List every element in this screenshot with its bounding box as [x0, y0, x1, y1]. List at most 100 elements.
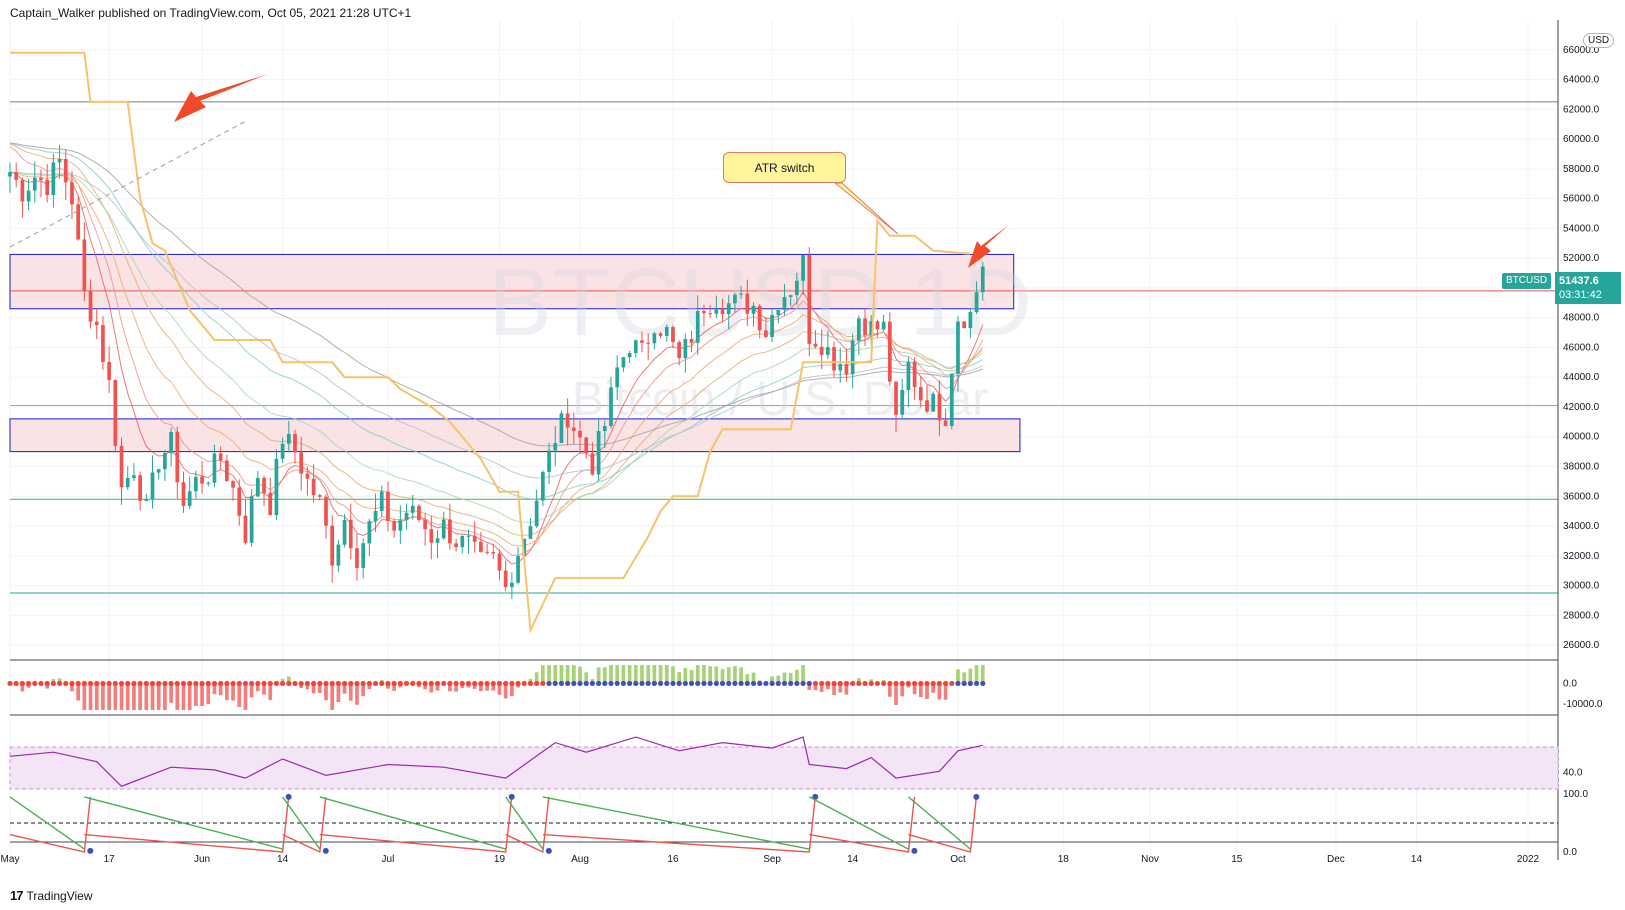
momentum-dot: [831, 680, 837, 687]
momentum-dot: [168, 680, 174, 687]
candle-body: [974, 292, 979, 313]
momentum-bar: [311, 683, 316, 694]
momentum-dot: [32, 680, 38, 687]
momentum-dot: [967, 680, 973, 687]
momentum-dot: [422, 680, 428, 687]
candle-body: [429, 529, 434, 543]
momentum-dot: [372, 680, 379, 687]
momentum-dot: [843, 680, 850, 687]
momentum-bar: [671, 666, 675, 684]
candle-body: [206, 482, 211, 484]
momentum-dot: [930, 680, 936, 687]
candle-body: [565, 413, 570, 428]
momentum-bar: [317, 683, 322, 693]
momentum-dot: [973, 680, 980, 687]
candle-body: [559, 413, 564, 443]
momentum-dot: [81, 680, 87, 687]
momentum-bar: [912, 683, 917, 695]
pane-tick-label: 0.0: [1563, 847, 1577, 858]
candle-body: [627, 353, 632, 358]
candle-body: [460, 536, 465, 548]
momentum-dot: [7, 680, 13, 687]
candle-body: [801, 254, 805, 281]
momentum-dot: [868, 680, 874, 687]
momentum-bar: [70, 683, 74, 692]
momentum-dot: [695, 680, 701, 687]
momentum-dot: [496, 680, 503, 687]
momentum-dot: [354, 680, 360, 687]
momentum-bar: [695, 665, 700, 684]
candle-body: [231, 481, 235, 488]
candle-body: [782, 296, 787, 311]
momentum-bar: [94, 683, 99, 710]
candle-body: [813, 343, 818, 347]
momentum-bar: [726, 667, 731, 684]
momentum-bar: [429, 683, 434, 693]
price-tick-label: 66000.0: [1563, 45, 1600, 56]
price-tick-label: 46000.0: [1563, 342, 1600, 353]
momentum-bar: [962, 672, 967, 684]
momentum-bar: [776, 675, 781, 684]
momentum-dot: [769, 680, 775, 687]
currency-button[interactable]: USD: [1583, 33, 1615, 48]
momentum-bar: [175, 683, 180, 710]
momentum-dot: [323, 680, 329, 687]
stoch-line: [908, 796, 978, 853]
candle-body: [658, 333, 663, 336]
momentum-dot: [534, 680, 540, 687]
ribbon-line: [9, 143, 984, 536]
footer-brand[interactable]: 17 TradingView: [10, 888, 93, 903]
candle-body: [937, 393, 942, 421]
momentum-bar: [206, 683, 211, 704]
momentum-dot: [286, 680, 292, 687]
candle-body: [336, 544, 341, 566]
candle-body: [26, 190, 31, 202]
momentum-dot: [583, 680, 589, 687]
candle-body: [528, 526, 533, 539]
momentum-dot: [131, 680, 137, 687]
momentum-bar: [76, 683, 81, 701]
momentum-bar: [20, 683, 25, 692]
candle-body: [466, 535, 471, 537]
price-tick-label: 48000.0: [1563, 313, 1600, 324]
candle-body: [522, 538, 527, 557]
ribbon-line: [9, 171, 984, 565]
time-tick-label: Aug: [571, 854, 589, 865]
momentum-bar: [286, 676, 291, 684]
momentum-dot: [806, 680, 812, 687]
momentum-dot: [292, 680, 298, 687]
candle-body: [881, 321, 886, 330]
momentum-dot: [156, 680, 162, 687]
momentum-dot: [918, 680, 924, 687]
stoch-line: [809, 796, 916, 853]
momentum-bar: [770, 676, 774, 684]
price-tick-label: 30000.0: [1563, 581, 1600, 592]
momentum-dot: [732, 680, 738, 687]
momentum-bar: [931, 683, 936, 693]
candle-body: [856, 318, 861, 341]
candle-body: [503, 570, 508, 588]
candle-body: [386, 491, 390, 522]
momentum-dot: [391, 680, 397, 687]
candle-body: [683, 339, 688, 359]
last-price-tag: 51437.6 03:31:42: [1555, 272, 1621, 304]
momentum-bar: [980, 665, 985, 684]
price-tick-label: 38000.0: [1563, 462, 1600, 473]
symbol-price-tag: BTCUSD: [1502, 273, 1552, 289]
momentum-dot: [211, 680, 218, 687]
time-tick-label: May: [1, 854, 20, 865]
momentum-bar: [571, 665, 576, 684]
momentum-bar: [813, 683, 818, 691]
candle-body: [70, 182, 74, 205]
ribbon-line: [9, 171, 984, 547]
momentum-bar: [255, 683, 260, 692]
candle-body: [88, 291, 93, 322]
candle-body: [702, 311, 706, 314]
momentum-bar: [584, 672, 589, 684]
momentum-bar: [454, 683, 458, 692]
candle-body: [695, 311, 700, 343]
momentum-dot: [657, 680, 664, 687]
momentum-bar: [751, 672, 756, 684]
momentum-dot: [763, 680, 769, 687]
